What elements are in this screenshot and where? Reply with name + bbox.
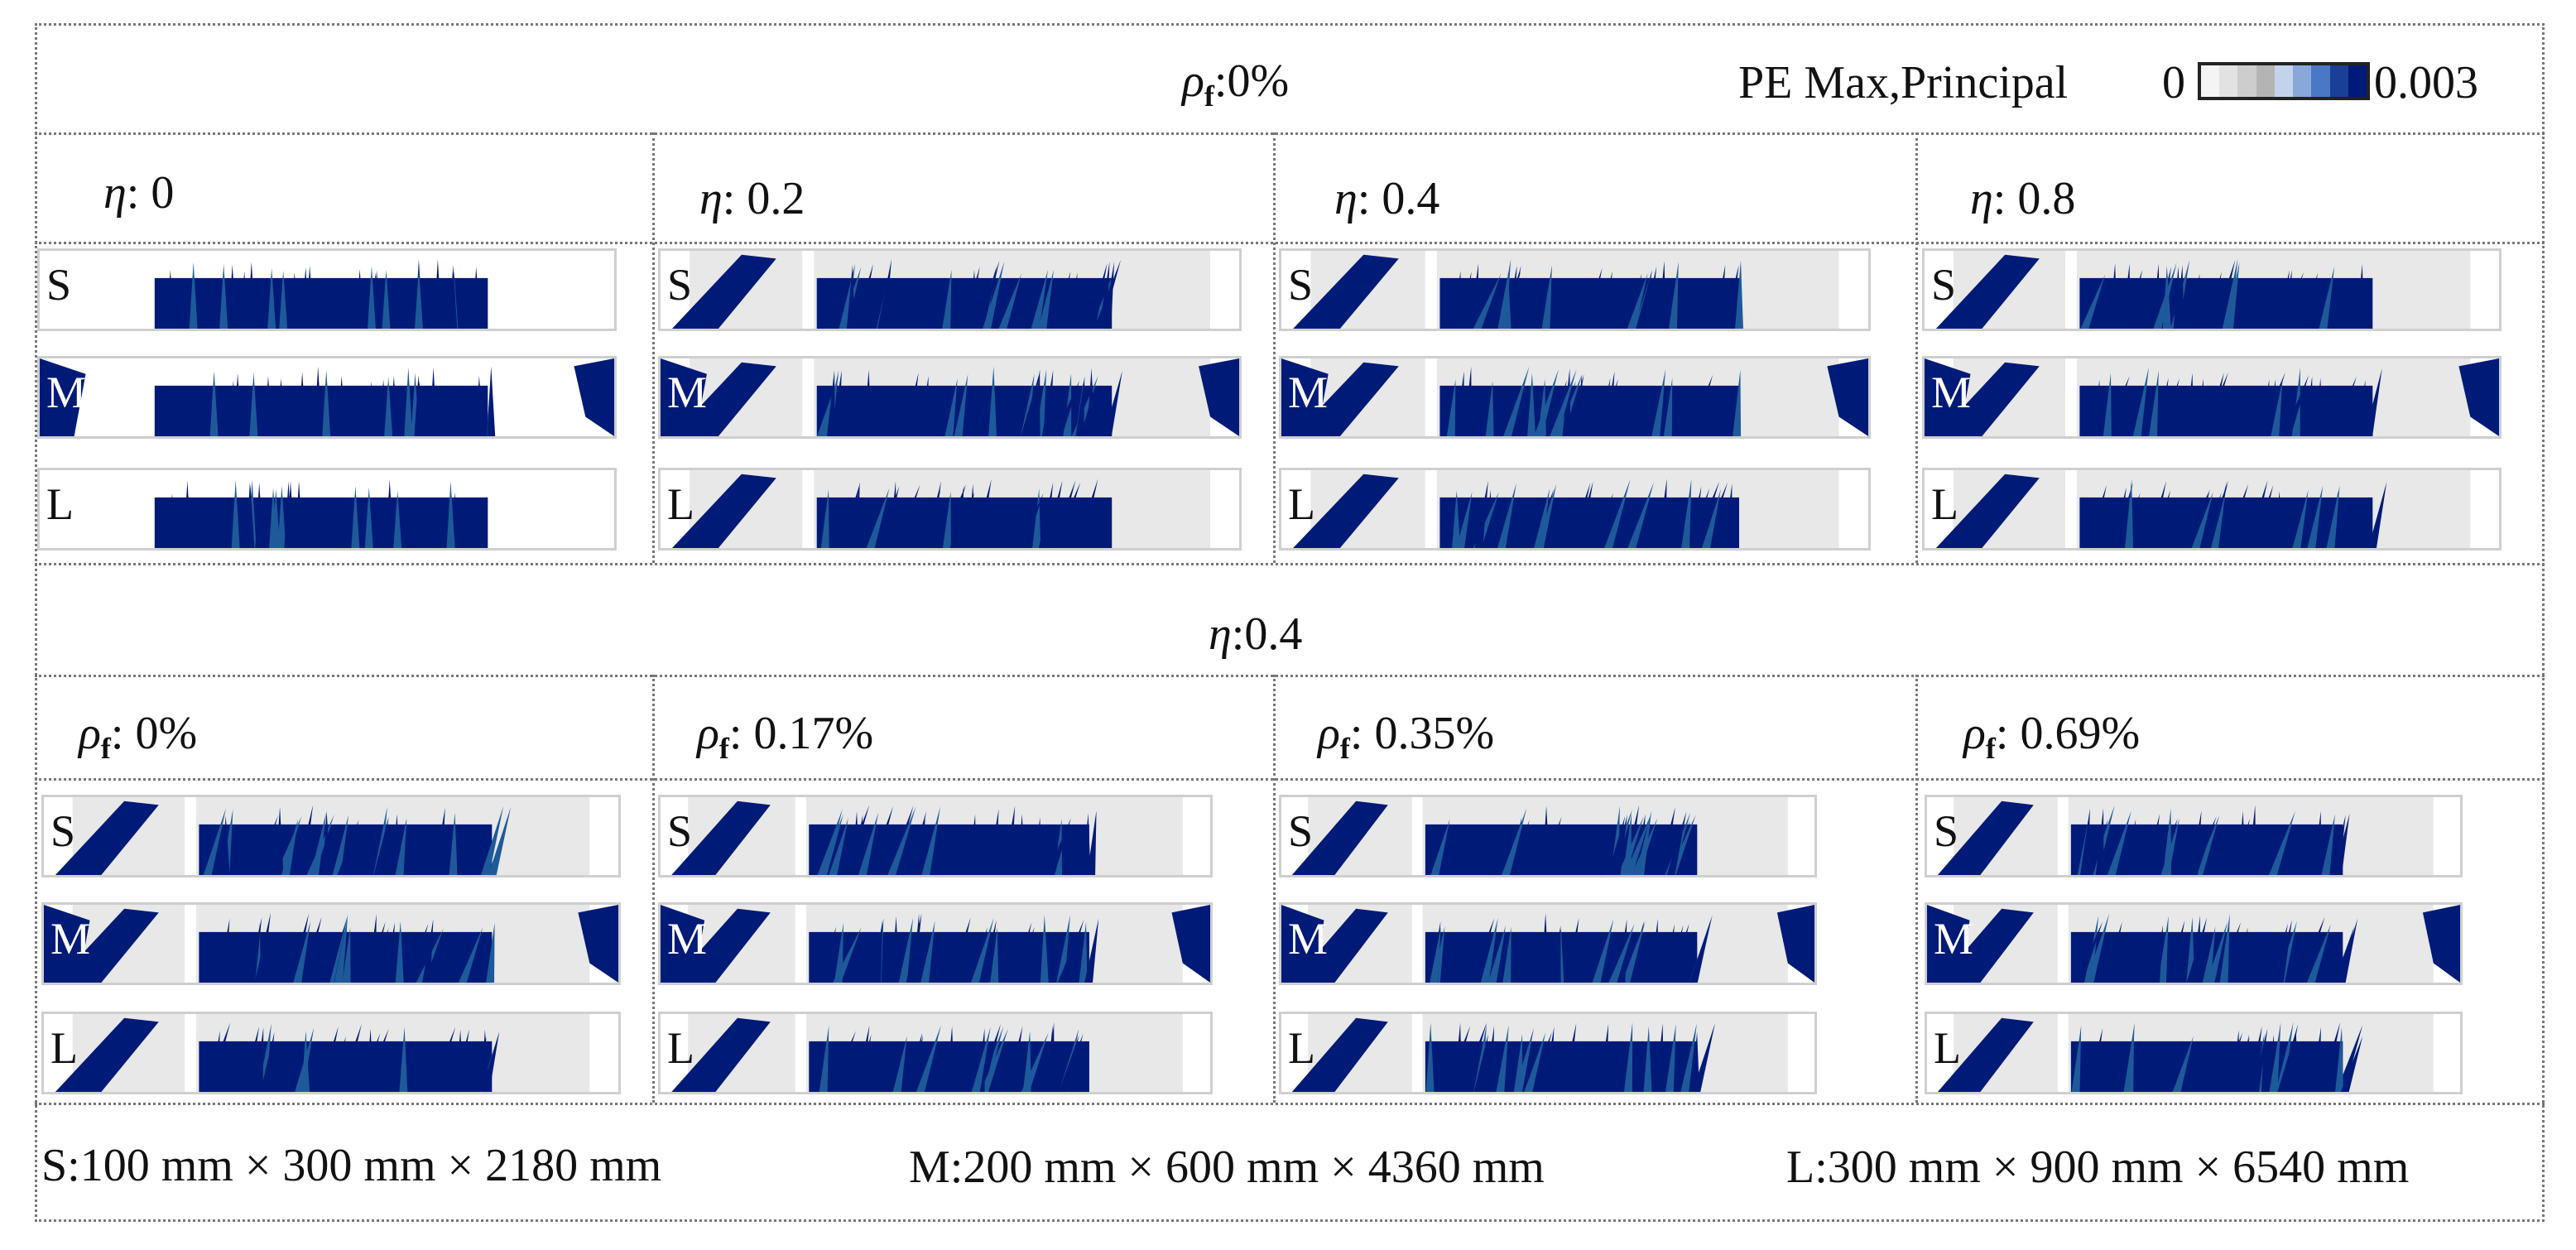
divider: [35, 1103, 2545, 1105]
divider: [1915, 675, 1918, 1103]
contour-panel-l: L: [1279, 468, 1871, 550]
footer-large-size: L:300 mm × 900 mm × 6540 mm: [1786, 1142, 2410, 1193]
contour-panel-s: S: [1279, 248, 1871, 331]
contour-panel-m: M: [37, 356, 617, 439]
rho-symbol: ρ: [1182, 55, 1204, 107]
top-col-label-2: η: 0.2: [699, 173, 805, 224]
divider: [35, 132, 2545, 135]
top-section-header: ρf:0%: [1182, 58, 1289, 111]
bottom-header-value: :0.4: [1231, 608, 1303, 660]
divider: [1273, 675, 1276, 1103]
panel-size-label: L: [1931, 479, 1958, 529]
contour-panel-s: S: [1925, 795, 2463, 877]
panel-size-label: M: [1288, 914, 1329, 964]
divider: [652, 675, 655, 1103]
contour-panel-m: M: [41, 902, 621, 985]
panel-size-label: L: [667, 479, 694, 529]
legend-min: 0: [2162, 57, 2185, 108]
panel-size-label: M: [46, 368, 87, 417]
legend-max: 0.003: [2374, 57, 2478, 108]
panel-size-label: M: [50, 914, 91, 964]
divider: [652, 132, 655, 563]
contour-panel-l: L: [1922, 468, 2502, 550]
legend-swatch: [2348, 65, 2367, 97]
panel-size-label: L: [1288, 1023, 1315, 1073]
top-header-value: :0%: [1214, 55, 1290, 107]
eta-symbol: η: [1209, 608, 1232, 660]
top-col-label-1: η: 0: [103, 167, 175, 219]
panel-size-label: M: [1288, 368, 1329, 417]
divider: [35, 242, 2545, 244]
panel-size-label: M: [1934, 914, 1974, 964]
legend-swatch: [2256, 65, 2275, 97]
panel-size-label: M: [667, 914, 708, 964]
legend-swatch: [2201, 65, 2220, 97]
legend-swatch: [2329, 65, 2348, 97]
contour-panel-m: M: [1922, 356, 2502, 439]
contour-panel-m: M: [1279, 902, 1817, 985]
panel-size-label: M: [667, 368, 708, 417]
panel-size-label: L: [46, 479, 74, 529]
panel-size-label: S: [46, 260, 72, 310]
footer-small-size: S:100 mm × 300 mm × 2180 mm: [41, 1140, 662, 1191]
panel-size-label: M: [1931, 368, 1972, 417]
panel-size-label: S: [50, 806, 76, 856]
legend-swatch: [2237, 65, 2256, 97]
contour-panel-s: S: [41, 795, 621, 877]
bottom-col-label-1: ρf: 0%: [79, 708, 198, 765]
footer-medium-size: M:200 mm × 600 mm × 4360 mm: [909, 1142, 1545, 1193]
bottom-col-label-4: ρf: 0.69%: [1963, 708, 2141, 765]
legend-swatch: [2274, 65, 2294, 97]
divider: [1915, 132, 1918, 563]
legend-colorbar: [2198, 62, 2370, 100]
rho-subscript: f: [1204, 79, 1214, 113]
divider: [35, 675, 2545, 677]
contour-panel-s: S: [1922, 248, 2502, 331]
panel-size-label: L: [1288, 479, 1315, 529]
top-col-label-4: η: 0.8: [1970, 173, 2076, 224]
panel-size-label: L: [50, 1023, 78, 1073]
panel-size-label: S: [1931, 260, 1957, 310]
panel-size-label: L: [1934, 1023, 1961, 1073]
divider: [35, 778, 2545, 781]
panel-size-label: S: [1288, 260, 1314, 310]
legend-label: PE Max,Principal: [1738, 57, 2069, 108]
contour-panel-s: S: [658, 248, 1242, 331]
contour-panel-m: M: [658, 356, 1242, 439]
contour-panel-m: M: [1925, 902, 2463, 985]
contour-panel-l: L: [1925, 1012, 2463, 1094]
legend-swatch: [2219, 65, 2238, 97]
contour-panel-s: S: [658, 795, 1213, 877]
panel-size-label: S: [1288, 806, 1314, 856]
bottom-section-header: η:0.4: [1209, 611, 1302, 657]
bottom-col-label-3: ρf: 0.35%: [1318, 708, 1495, 765]
figure-frame: [35, 23, 2545, 1222]
contour-panel-m: M: [1279, 356, 1871, 439]
legend-swatch: [2311, 65, 2330, 97]
legend-swatch: [2293, 65, 2312, 97]
panel-size-label: S: [1934, 806, 1959, 856]
panel-size-label: L: [667, 1023, 694, 1073]
divider: [35, 563, 2545, 565]
contour-panel-m: M: [658, 902, 1213, 985]
bottom-col-label-2: ρf: 0.17%: [697, 708, 874, 765]
top-col-label-3: η: 0.4: [1334, 173, 1440, 224]
contour-panel-l: L: [658, 1012, 1213, 1094]
panel-size-label: S: [667, 260, 693, 310]
contour-panel-l: L: [658, 468, 1242, 550]
contour-panel-l: L: [37, 468, 617, 550]
contour-panel-l: L: [41, 1012, 621, 1094]
contour-panel-s: S: [1279, 795, 1817, 877]
contour-panel-s: S: [37, 248, 617, 331]
contour-panel-l: L: [1279, 1012, 1817, 1094]
panel-size-label: S: [667, 806, 693, 856]
divider: [1273, 132, 1276, 563]
